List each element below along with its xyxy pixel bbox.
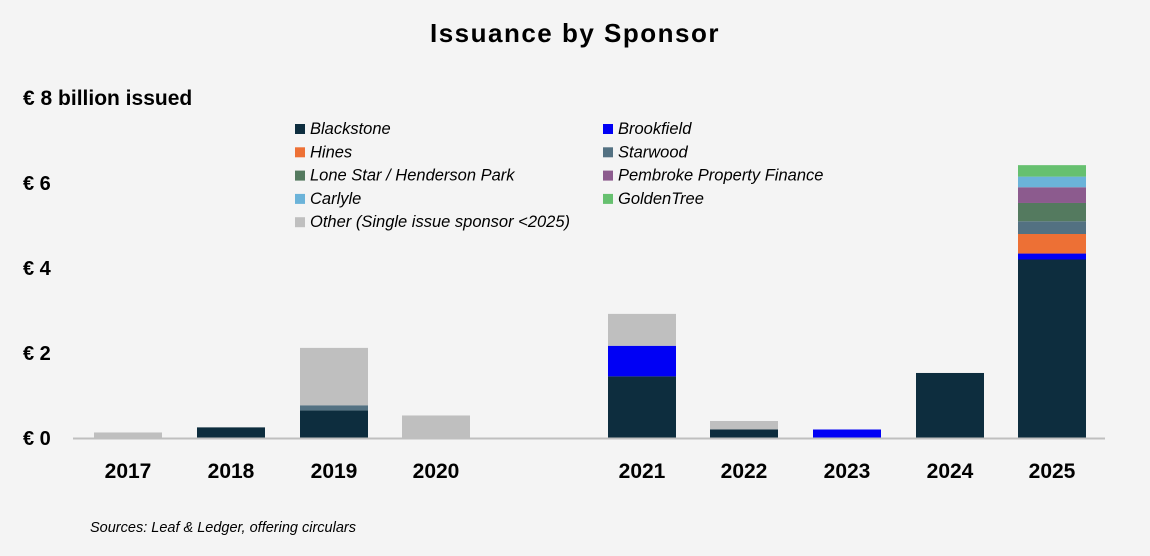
- x-axis-ticks: 2017 2018 2019 2020 2021 2022 2023 2024 2025: [105, 460, 1076, 483]
- x-tick-label-2018: 2018: [208, 460, 255, 483]
- bar-segment-2025-hines: [1018, 234, 1086, 254]
- bar-segment-2018-blackstone: [197, 427, 265, 438]
- bar-segment-2025-brookfield: [1018, 253, 1086, 260]
- bar-segment-2022-other-single-issue-sponsor-2025-: [710, 421, 778, 430]
- x-tick-label-2021: 2021: [619, 460, 666, 483]
- legend-label: GoldenTree: [618, 190, 704, 208]
- y-tick-label: € 0: [23, 428, 51, 450]
- y-tick-label: € 2: [23, 343, 51, 365]
- legend-label: Blackstone: [310, 120, 391, 138]
- bar-segment-2025-carlyle: [1018, 176, 1086, 188]
- x-tick-label-2024: 2024: [927, 460, 974, 483]
- legend-label: Other (Single issue sponsor <2025): [310, 213, 570, 231]
- bar-segment-2020-other-single-issue-sponsor-2025-: [402, 415, 470, 438]
- y-axis-ticks: € 0 € 2 € 4 € 6: [23, 173, 52, 450]
- chart-title: Issuance by Sponsor: [430, 18, 720, 48]
- legend-swatch: [295, 124, 305, 134]
- legend-label: Lone Star / Henderson Park: [310, 167, 515, 185]
- bar-segment-2025-pembroke-property-finance: [1018, 187, 1086, 203]
- legend-label: Brookfield: [618, 120, 692, 138]
- bar-segment-2021-blackstone: [608, 376, 676, 438]
- y-tick-label: € 6: [23, 173, 51, 195]
- source-note: Sources: Leaf & Ledger, offering circula…: [90, 520, 356, 536]
- y-axis-label: € 8 billion issued: [23, 87, 192, 110]
- x-tick-label-2022: 2022: [721, 460, 768, 483]
- x-tick-label-2017: 2017: [105, 460, 152, 483]
- legend-label: Hines: [310, 143, 352, 161]
- legend-swatch: [295, 193, 305, 204]
- y-tick-label: € 4: [23, 258, 52, 280]
- bar-segment-2021-brookfield: [608, 345, 676, 377]
- bar-segment-2023-brookfield: [813, 429, 881, 438]
- legend-label: Pembroke Property Finance: [618, 167, 823, 185]
- x-tick-label-2020: 2020: [413, 460, 460, 483]
- legend-swatch: [295, 217, 305, 228]
- legend-swatch: [603, 124, 613, 134]
- bar-segment-2025-goldentree: [1018, 165, 1086, 177]
- legend-label: Carlyle: [310, 190, 361, 208]
- bar-segment-2025-starwood: [1018, 221, 1086, 234]
- legend-label: Starwood: [618, 143, 689, 161]
- legend-swatch: [295, 170, 305, 181]
- bar-segment-2021-other-single-issue-sponsor-2025-: [608, 313, 676, 346]
- x-tick-label-2025: 2025: [1029, 460, 1076, 483]
- legend: Blackstone Brookfield Hines Starwood Lone St…: [295, 120, 823, 231]
- bar-segment-2019-starwood: [300, 405, 368, 411]
- x-tick-label-2023: 2023: [824, 460, 871, 483]
- bars: [94, 165, 1086, 438]
- bar-segment-2019-other-single-issue-sponsor-2025-: [300, 347, 368, 406]
- legend-swatch: [295, 147, 305, 158]
- bar-segment-2024-blackstone: [916, 372, 984, 438]
- bar-segment-2017-other-single-issue-sponsor-2025-: [94, 432, 162, 438]
- bar-segment-2025-blackstone: [1018, 259, 1086, 438]
- legend-swatch: [603, 147, 613, 158]
- bar-segment-2022-blackstone: [710, 429, 778, 438]
- bar-segment-2025-lone-star-henderson-park: [1018, 202, 1086, 222]
- bar-segment-2019-blackstone: [300, 410, 368, 438]
- legend-swatch: [603, 193, 613, 204]
- x-tick-label-2019: 2019: [311, 460, 358, 483]
- legend-swatch: [603, 170, 613, 181]
